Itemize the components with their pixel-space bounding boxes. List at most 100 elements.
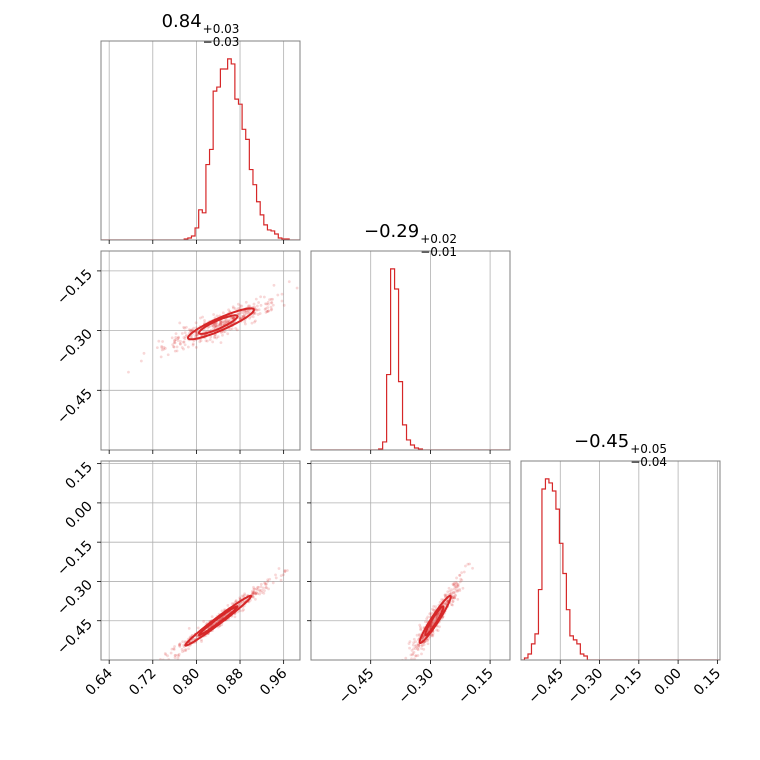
sample-point xyxy=(166,654,169,658)
sample-point xyxy=(269,305,273,309)
sample-point xyxy=(429,611,433,615)
sample-point xyxy=(428,635,432,638)
sample-point xyxy=(234,599,238,602)
sample-point xyxy=(435,628,439,632)
sample-point xyxy=(431,632,435,636)
sample-point xyxy=(426,639,430,642)
sample-point xyxy=(270,300,274,304)
sample-point xyxy=(411,652,415,656)
sample-point xyxy=(252,590,256,594)
sample-point xyxy=(271,581,275,585)
sample-point xyxy=(221,320,225,324)
sample-point xyxy=(269,301,273,305)
sample-point xyxy=(202,620,206,623)
sample-point xyxy=(234,600,238,604)
sample-point xyxy=(172,341,176,345)
x-tick-label: 0.00 xyxy=(652,666,685,699)
sample-point xyxy=(462,570,466,574)
sample-point xyxy=(226,319,230,323)
sample-point xyxy=(162,347,166,351)
title-param-0: 0.84 +0.03 −0.03 xyxy=(162,11,240,49)
sample-point xyxy=(251,595,255,599)
sample-point xyxy=(238,609,242,613)
sample-point xyxy=(386,693,389,696)
contour-1sigma xyxy=(424,605,445,637)
sample-point xyxy=(430,633,434,637)
sample-point xyxy=(243,592,247,596)
sample-point xyxy=(184,648,188,651)
sample-point xyxy=(218,323,222,327)
sample-point xyxy=(458,580,462,584)
sample-point xyxy=(448,589,452,593)
sample-point xyxy=(238,306,242,310)
sample-point xyxy=(181,650,184,653)
sample-point xyxy=(444,602,448,606)
sample-point xyxy=(431,607,434,611)
sample-point xyxy=(413,644,417,648)
sample-point xyxy=(212,313,216,316)
sample-point xyxy=(231,305,235,309)
sample-point xyxy=(253,587,257,591)
y-tick-label: −0.15 xyxy=(54,538,96,580)
sample-point xyxy=(445,593,449,597)
sample-point xyxy=(182,340,185,344)
sample-point xyxy=(171,343,175,347)
contour-2sigma xyxy=(418,594,452,644)
sample-point xyxy=(233,615,237,619)
sample-point xyxy=(222,330,225,334)
sample-point xyxy=(211,324,215,327)
sample-point xyxy=(230,327,234,331)
sample-point xyxy=(255,308,258,312)
sample-point xyxy=(404,656,408,660)
sample-point xyxy=(232,316,236,320)
sample-point xyxy=(183,331,187,335)
sample-point xyxy=(451,600,455,604)
title-1-value: −0.29 xyxy=(364,221,420,242)
sample-point xyxy=(464,564,467,568)
sample-point xyxy=(219,321,223,324)
sample-point xyxy=(283,568,287,572)
sample-point xyxy=(235,328,239,332)
sample-point xyxy=(178,642,182,646)
sample-point xyxy=(250,321,254,325)
sample-point xyxy=(280,292,284,296)
sample-point xyxy=(223,330,227,333)
x-tick-label: −0.15 xyxy=(604,666,646,708)
sample-point xyxy=(263,581,266,585)
sample-point xyxy=(251,595,255,599)
sample-point xyxy=(270,307,274,311)
sample-point xyxy=(258,589,262,593)
sample-point xyxy=(160,348,164,352)
sample-point xyxy=(176,339,180,342)
sample-point xyxy=(265,302,269,306)
sample-point xyxy=(252,591,256,594)
sample-point xyxy=(238,312,241,316)
sample-point xyxy=(213,325,217,328)
sample-point xyxy=(453,591,457,594)
sample-point xyxy=(160,345,164,348)
sample-point xyxy=(451,596,455,599)
sample-point xyxy=(180,332,184,335)
sample-point xyxy=(186,345,190,349)
sample-point xyxy=(238,596,242,600)
sample-point xyxy=(260,588,264,592)
sample-point xyxy=(239,316,242,320)
sample-point xyxy=(248,310,252,314)
sample-point xyxy=(440,598,444,602)
sample-point xyxy=(426,642,430,646)
sample-point xyxy=(420,644,424,648)
sample-point xyxy=(251,592,254,595)
x-tick-label: 0.80 xyxy=(170,666,203,699)
sample-point xyxy=(455,581,459,585)
sample-point xyxy=(177,654,181,658)
sample-point xyxy=(242,594,245,598)
sample-point xyxy=(251,589,254,593)
sample-point xyxy=(219,341,223,344)
sample-point xyxy=(221,320,225,324)
sample-point xyxy=(185,333,188,337)
sample-point xyxy=(418,632,421,636)
sample-point xyxy=(176,653,180,657)
sample-point xyxy=(456,584,460,588)
sample-point xyxy=(266,309,270,313)
sample-point xyxy=(258,312,262,315)
